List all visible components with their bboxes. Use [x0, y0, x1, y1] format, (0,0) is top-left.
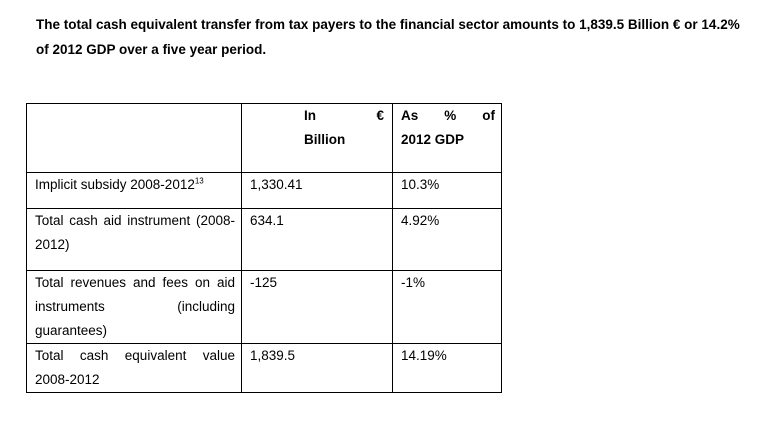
- row-billion-cell: 1,839.5: [241, 343, 393, 393]
- row-label-cell: Implicit subsidy 2008-201213: [26, 172, 242, 209]
- header-of-label: of: [482, 108, 495, 123]
- header-cell-billion: In € Billion: [241, 103, 393, 173]
- header-pct-label: %: [444, 108, 457, 123]
- row-label: Implicit subsidy 2008-2012: [35, 177, 195, 192]
- header-in-label: In: [304, 108, 316, 123]
- header-cell-empty: [26, 103, 242, 173]
- row-label-cell: Total cash equivalent value 2008-2012: [26, 343, 242, 393]
- header-as-label: As: [401, 108, 419, 123]
- table-row: Total revenues and fees on aid instrumen…: [26, 270, 502, 344]
- row-billion-cell: -125: [241, 270, 393, 344]
- footnote-marker: 13: [194, 176, 204, 186]
- table-header-row: In € Billion As % of 2012 GDP: [26, 103, 502, 173]
- row-label-cell: Total cash aid instrument (2008-2012): [26, 208, 242, 271]
- header-gdp-label: 2012 GDP: [401, 132, 465, 147]
- header-billion-label: Billion: [304, 132, 346, 147]
- row-gdp-cell: 10.3%: [392, 172, 502, 209]
- row-gdp-cell: 4.92%: [392, 208, 502, 271]
- row-billion-cell: 1,330.41: [241, 172, 393, 209]
- table-row: Total cash equivalent value 2008-2012 1,…: [26, 343, 502, 393]
- header-euro-label: €: [376, 108, 384, 123]
- intro-paragraph: The total cash equivalent transfer from …: [36, 17, 740, 57]
- transfer-table: In € Billion As % of 2012 GDP Implicit s…: [26, 103, 502, 393]
- table-row: Total cash aid instrument (2008-2012) 63…: [26, 208, 502, 271]
- row-gdp-cell: -1%: [392, 270, 502, 344]
- table-row: Implicit subsidy 2008-201213 1,330.41 10…: [26, 172, 502, 209]
- row-label-cell: Total revenues and fees on aid instrumen…: [26, 270, 242, 344]
- row-billion-cell: 634.1: [241, 208, 393, 271]
- header-cell-gdp: As % of 2012 GDP: [392, 103, 502, 173]
- row-gdp-cell: 14.19%: [392, 343, 502, 393]
